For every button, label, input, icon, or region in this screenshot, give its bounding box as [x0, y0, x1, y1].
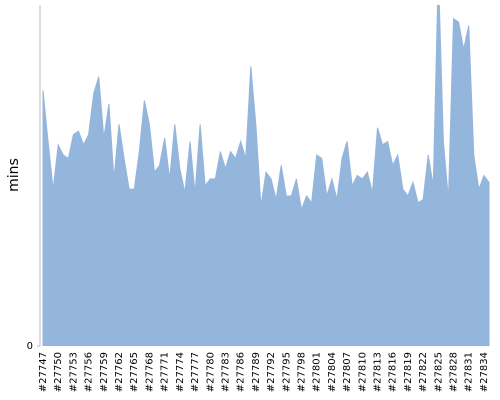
x-tick-label: #27813	[373, 352, 384, 392]
x-tick-label: #27819	[403, 352, 414, 392]
x-tick-label: #27747	[38, 352, 49, 392]
y-tick-label: 0	[27, 341, 33, 352]
area	[42, 5, 490, 346]
x-tick-label: #27753	[68, 352, 79, 392]
x-tick-label: #27828	[449, 352, 460, 392]
x-tick-label: #27807	[342, 352, 353, 392]
x-tick-label: #27825	[433, 352, 444, 392]
x-tick-label: #27774	[175, 352, 186, 392]
x-tick-label: #27777	[190, 352, 201, 392]
x-tick-label: #27789	[251, 352, 262, 392]
x-tick-label: #27759	[99, 352, 110, 392]
x-tick-label: #27756	[84, 352, 95, 392]
x-tick-label: #27783	[220, 352, 231, 392]
x-tick-label: #27801	[312, 352, 323, 392]
x-tick-label: #27795	[281, 352, 292, 392]
x-tick-label: #27762	[114, 352, 125, 392]
x-tick-label: #27810	[357, 352, 368, 392]
x-tick-label: #27804	[327, 352, 338, 392]
x-tick-label: #27822	[418, 352, 429, 392]
y-axis-label: mins	[6, 158, 22, 192]
x-tick-label: #27780	[205, 352, 216, 392]
x-tick-label: #27750	[53, 352, 64, 392]
x-tick-label: #27786	[236, 352, 247, 392]
x-tick-label: #27798	[296, 352, 307, 392]
x-tick-label: #27771	[160, 352, 171, 392]
x-tick-label: #27765	[129, 352, 140, 392]
x-tick-label: #27816	[388, 352, 399, 392]
x-tick-label: #27834	[479, 352, 490, 392]
x-tick-label: #27792	[266, 352, 277, 392]
x-tick-label: #27831	[464, 352, 475, 392]
x-tick-label: #27768	[144, 352, 155, 392]
